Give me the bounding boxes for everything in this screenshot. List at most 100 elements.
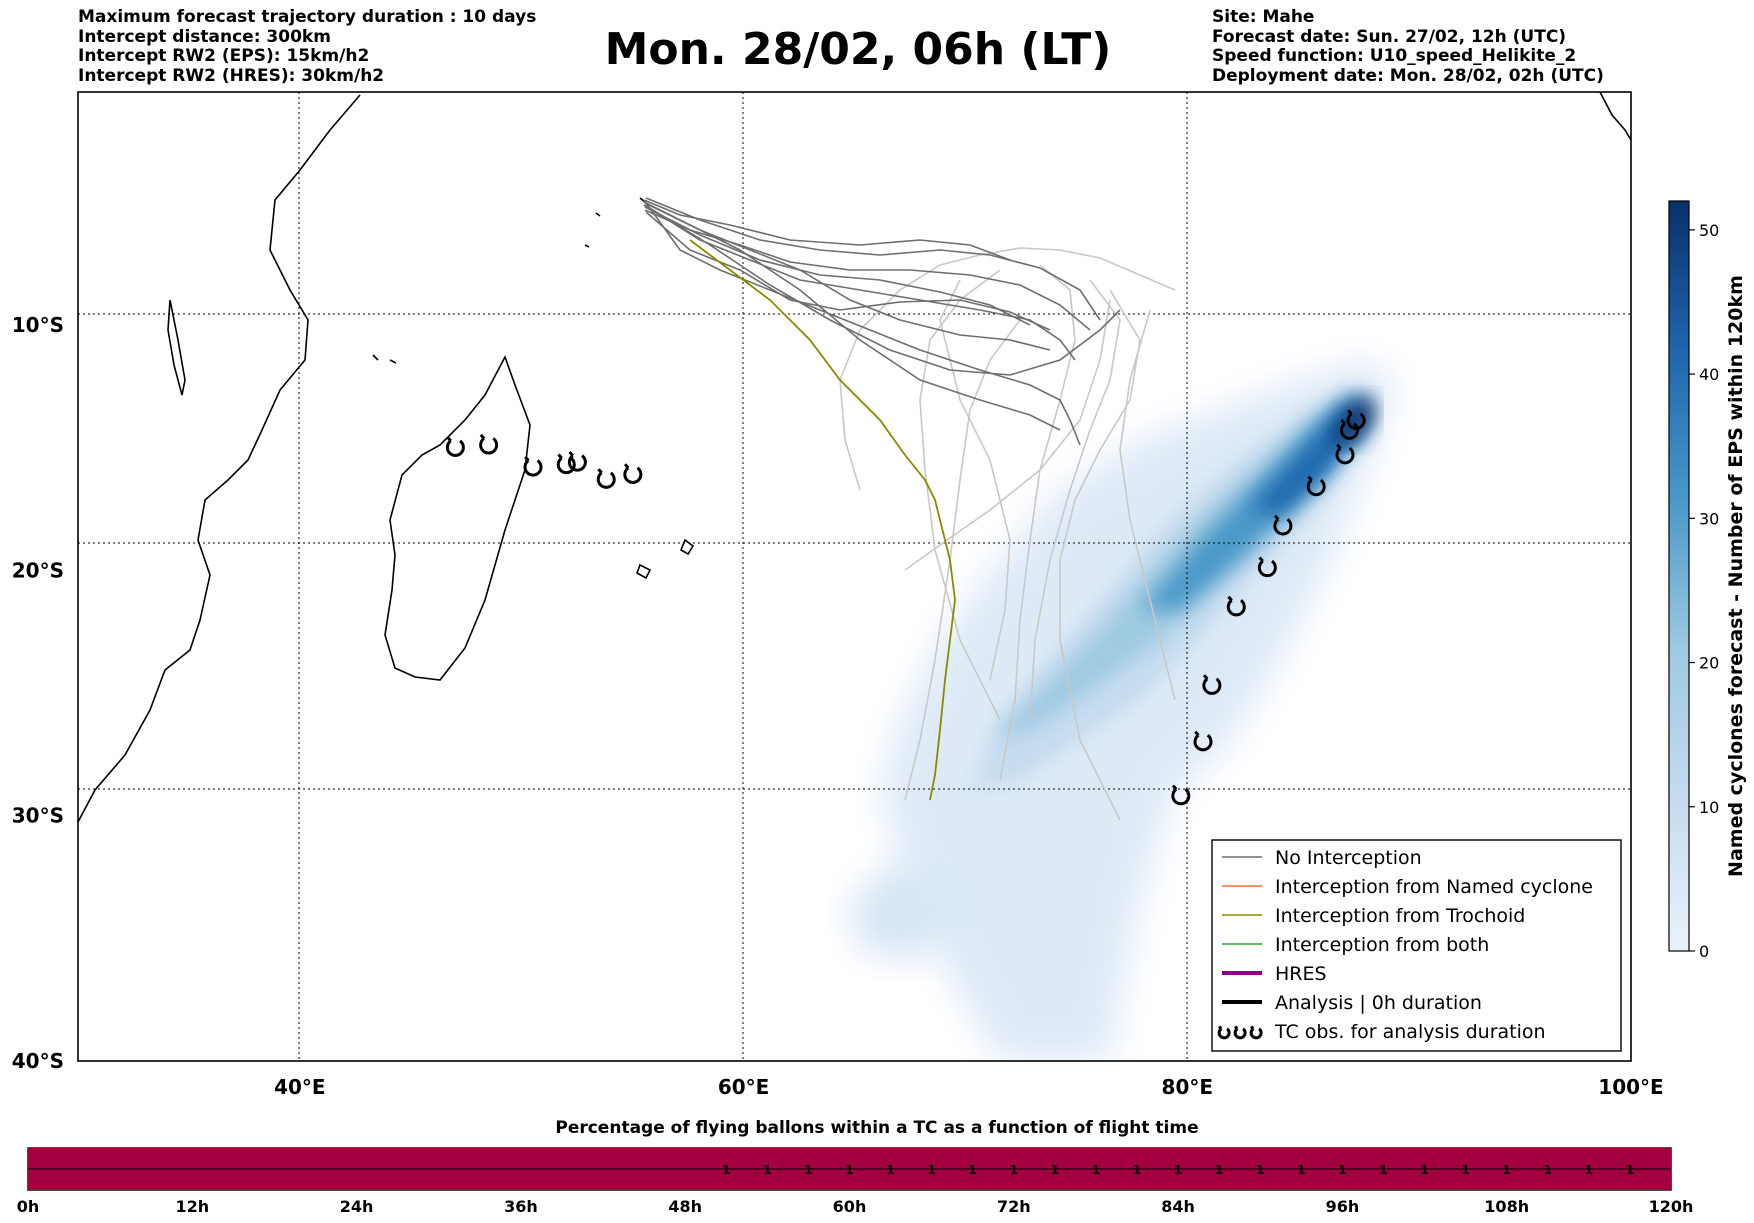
lat-tick-label: 20°S (12, 558, 64, 582)
africa-coast (78, 94, 361, 823)
lon-tick-label: 40°E (274, 1075, 326, 1099)
lon-tick-label: 60°E (718, 1075, 770, 1099)
flight-bar-hour-label: 12h (175, 1197, 209, 1216)
header-forecast-date: Forecast date: Sun. 27/02, 12h (UTC) (1212, 26, 1567, 47)
tc-obs-marker (1193, 730, 1213, 752)
axis-labels: 40°E 60°E 80°E 100°E 10°S 20°S 30°S 40°S (12, 313, 1664, 1099)
flight-bar-value: 1 (1544, 1163, 1552, 1177)
madagascar-coast (384, 355, 531, 681)
tc-obs-marker (1335, 443, 1355, 465)
flight-bar-value: 1 (1010, 1163, 1018, 1177)
seychelles (584, 197, 646, 248)
header-rw2-hres: Intercept RW2 (HRES): 30km/h2 (78, 65, 385, 86)
flight-bar-value: 1 (1174, 1163, 1182, 1177)
legend-item-label: HRES (1275, 963, 1327, 985)
flight-bar-hour-label: 108h (1484, 1197, 1529, 1216)
legend-item: Interception from both (1222, 934, 1489, 956)
header-duration: Maximum forecast trajectory duration : 1… (78, 7, 537, 27)
light-trajectories (839, 247, 1176, 821)
comoros (372, 354, 397, 364)
tc-obs-marker (567, 451, 587, 472)
flight-bar-hour-label: 36h (504, 1197, 538, 1216)
tc-obs-marker (445, 436, 465, 457)
lat-tick-label: 30°S (12, 804, 64, 828)
flight-bar-value: 1 (1503, 1163, 1511, 1177)
flight-bar-value: 1 (845, 1163, 853, 1177)
flight-time-bar: 1 1 1 1 1 1 1 1 1 1 1 1 1 1 1 1 1 1 1 1 1 1 1 0h 12h 24h 36h 48h 60… (17, 1147, 1694, 1216)
tc-obs-marker (623, 463, 643, 484)
colorbar: 0 10 20 30 40 50 Named cyclones forecast - Nu… (1668, 200, 1747, 961)
density-field (850, 360, 1395, 1061)
flight-bar-title: Percentage of flying ballons within a TC… (555, 1118, 1199, 1138)
colorbar-label: Named cyclones forecast - Number of EPS … (1725, 275, 1747, 877)
colorbar-tick-label: 10 (1699, 798, 1719, 817)
tc-obs-marker (596, 468, 616, 489)
header-speed-function: Speed function: U10_speed_Helikite_2 (1212, 46, 1577, 66)
reunion (636, 563, 652, 580)
legend-item-label: No Interception (1275, 847, 1422, 869)
tc-obs-marker (1202, 674, 1222, 695)
legend-item: HRES (1222, 963, 1327, 985)
header-left: Maximum forecast trajectory duration : 1… (78, 7, 537, 86)
colorbar-tick-label: 0 (1699, 942, 1709, 961)
header-right: Site: Mahe Forecast date: Sun. 27/02, 12… (1212, 7, 1604, 86)
tc-obs-marker (1273, 514, 1293, 536)
tc-obs-marker (1306, 475, 1326, 497)
legend-box (1211, 839, 1622, 1052)
header-rw2-eps: Intercept RW2 (EPS): 15km/h2 (78, 46, 370, 66)
flight-bar-hour-label: 84h (1161, 1197, 1195, 1216)
tc-obs-marker (1171, 784, 1191, 806)
tc-obs-marker (479, 433, 499, 455)
flight-bar-value: 1 (1051, 1163, 1059, 1177)
trochoid-trajectory (689, 239, 956, 801)
colorbar-gradient (1668, 200, 1690, 952)
flight-bar-value: 1 (969, 1163, 977, 1177)
header-deployment-date: Deployment date: Mon. 28/02, 02h (UTC) (1212, 65, 1604, 86)
lon-tick-label: 80°E (1162, 1075, 1214, 1099)
flight-bar-value: 1 (1379, 1163, 1387, 1177)
map-area (78, 92, 1631, 1061)
tc-obs-marker (556, 453, 576, 475)
flight-bar-hour-label: 60h (833, 1197, 867, 1216)
legend-item: Interception from Named cyclone (1222, 876, 1593, 898)
legend-item: TC obs. for analysis duration (1217, 1021, 1546, 1043)
flight-bar-value: 1 (1297, 1163, 1305, 1177)
legend-item: Interception from Trochoid (1222, 905, 1525, 927)
legend-item: No Interception (1222, 847, 1422, 869)
map-frame (77, 91, 1632, 1062)
lat-tick-label: 40°S (12, 1049, 64, 1073)
legend-item-label: Interception from both (1275, 934, 1489, 956)
main-title: Mon. 28/02, 06h (LT) (604, 24, 1112, 75)
colorbar-tick-label: 40 (1699, 365, 1719, 384)
legend-item-label: Interception from Named cyclone (1275, 876, 1593, 898)
flight-bar-value: 1 (1626, 1163, 1634, 1177)
flight-bar-value: 1 (886, 1163, 894, 1177)
colorbar-tick-label: 50 (1699, 221, 1719, 240)
flight-bar-hour-label: 0h (17, 1197, 40, 1216)
tc-obs-marker (1226, 595, 1246, 617)
flight-bar-value: 1 (1092, 1163, 1100, 1177)
flight-bar-hour-label: 72h (997, 1197, 1031, 1216)
flight-bar-value: 1 (1461, 1163, 1469, 1177)
lat-tick-label: 10°S (12, 313, 64, 337)
flight-bar-hour-label: 48h (668, 1197, 702, 1216)
flight-bar-hour-label: 120h (1649, 1197, 1694, 1216)
header-site: Site: Mahe (1212, 7, 1315, 27)
flight-bar-value: 1 (927, 1163, 935, 1177)
tc-obs-marker (1257, 556, 1277, 578)
flight-bar-value: 1 (1215, 1163, 1223, 1177)
colorbar-tick-label: 30 (1699, 509, 1719, 528)
tc-obs-markers (445, 409, 1366, 806)
legend-item-label: Analysis | 0h duration (1275, 992, 1482, 1014)
lon-tick-label: 100°E (1598, 1075, 1663, 1099)
east-africa-islands (167, 299, 186, 396)
flight-bar-value: 1 (804, 1163, 812, 1177)
mauritius (679, 538, 695, 556)
flight-bar-hour-label: 96h (1326, 1197, 1360, 1216)
coastlines (78, 92, 1631, 823)
no-interception-trajectories (643, 197, 1121, 446)
legend: No Interception Interception from Named c… (1211, 839, 1622, 1052)
flight-bar-value: 1 (1256, 1163, 1264, 1177)
sumatra-tip (1599, 92, 1631, 141)
